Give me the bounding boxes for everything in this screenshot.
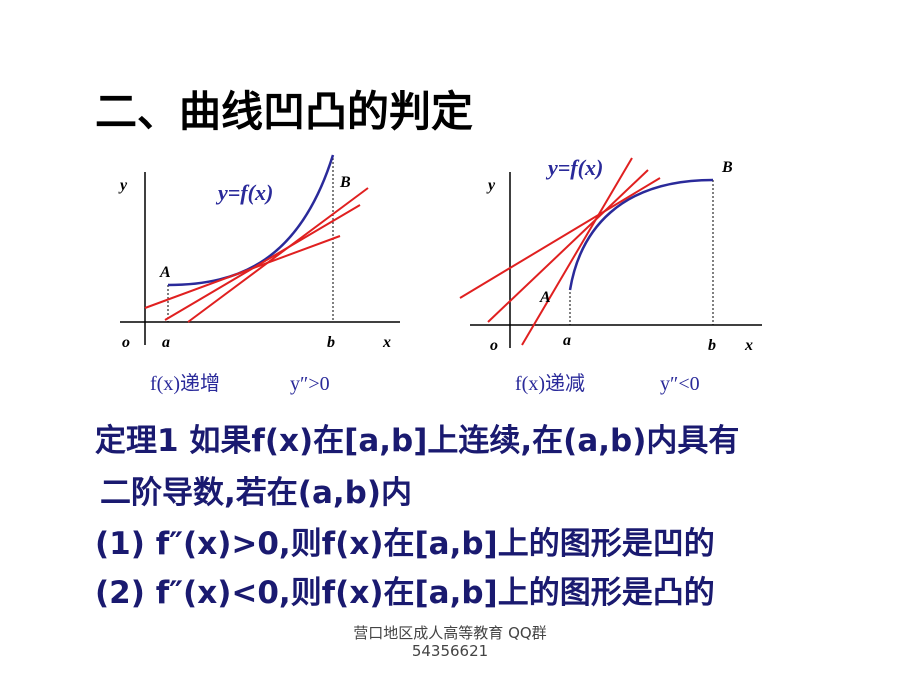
label: o [122,334,130,351]
label: b [327,334,335,351]
theorem-line: (1) f″(x)>0,则f(x)在[a,b]上的图形是凹的 [95,526,715,562]
caption: f(x)递增 [150,372,220,395]
footer: 54356621 [411,642,489,660]
label: b [708,337,716,354]
label: x [744,337,753,354]
label: o [490,337,498,354]
label: A [539,289,551,306]
caption: y″<0 [660,373,700,395]
figures: y o x a b A B y=f(x) f(x)递增 y″>0 y o x a… [118,154,762,395]
theorem-line: 定理1 如果f(x)在[a,b]上连续,在(a,b)内具有 [95,423,740,459]
figure-concave: y o x a b A B y=f(x) f(x)递减 y″<0 [459,155,762,395]
label: y [486,177,496,194]
caption: f(x)递减 [515,372,585,395]
label: B [339,174,351,191]
theorem-line: 二阶导数,若在(a,b)内 [100,475,412,511]
label: x [382,334,391,351]
label: y [118,177,128,194]
slide-title: 二、曲线凹凸的判定 [95,87,474,136]
theorem-line: (2) f″(x)<0,则f(x)在[a,b]上的图形是凸的 [95,575,715,611]
caption: y″>0 [290,373,330,395]
label: a [563,332,571,349]
curve-label: y=f(x) [215,180,273,205]
label: B [721,159,733,176]
label: a [162,334,170,351]
curve-label: y=f(x) [545,155,603,180]
figure-convex: y o x a b A B y=f(x) f(x)递增 y″>0 [118,154,400,395]
label: A [159,264,171,281]
footer: 营口地区成人高等教育 QQ群 [353,624,547,642]
